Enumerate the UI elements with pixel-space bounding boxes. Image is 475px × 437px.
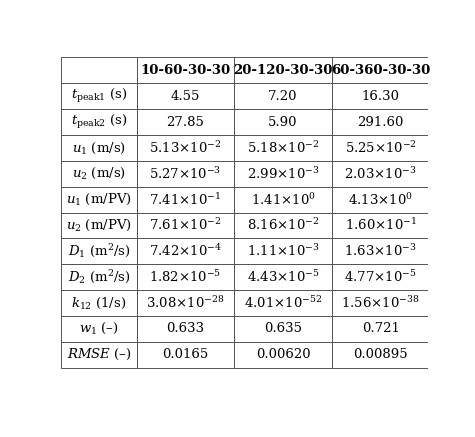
Bar	[61, 264, 137, 290]
Text: 2.99×10$^{-3}$: 2.99×10$^{-3}$	[247, 166, 319, 182]
Bar	[61, 161, 137, 187]
Bar	[234, 83, 332, 109]
Bar	[234, 161, 332, 187]
Bar	[234, 290, 332, 316]
Bar	[332, 212, 429, 239]
Text: $u_2$ (m/s): $u_2$ (m/s)	[72, 166, 126, 181]
Bar	[332, 264, 429, 290]
Text: $t_{\mathrm{peak1}}$ (s): $t_{\mathrm{peak1}}$ (s)	[71, 87, 127, 105]
Text: $u_1$ (m/s): $u_1$ (m/s)	[72, 140, 126, 156]
Bar	[61, 135, 137, 161]
Text: 5.27×10$^{-3}$: 5.27×10$^{-3}$	[149, 166, 221, 182]
Bar	[137, 212, 234, 239]
Text: 7.42×10$^{-4}$: 7.42×10$^{-4}$	[149, 243, 222, 259]
Text: 2.03×10$^{-3}$: 2.03×10$^{-3}$	[344, 166, 417, 182]
Bar	[137, 187, 234, 212]
Bar	[332, 135, 429, 161]
Bar	[137, 264, 234, 290]
Bar	[61, 187, 137, 212]
Bar	[61, 342, 137, 368]
Bar	[234, 264, 332, 290]
Text: $u_2$ (m/PV): $u_2$ (m/PV)	[66, 218, 132, 233]
Text: 1.11×10$^{-3}$: 1.11×10$^{-3}$	[247, 243, 319, 259]
Text: 60-360-30-30: 60-360-30-30	[331, 64, 430, 77]
Text: 1.82×10$^{-5}$: 1.82×10$^{-5}$	[150, 269, 221, 285]
Text: 0.635: 0.635	[264, 323, 302, 335]
Text: 3.08×10$^{-28}$: 3.08×10$^{-28}$	[146, 295, 225, 311]
Bar	[137, 161, 234, 187]
Bar	[332, 187, 429, 212]
Text: 7.20: 7.20	[268, 90, 298, 103]
Bar	[137, 135, 234, 161]
Text: 4.77×10$^{-5}$: 4.77×10$^{-5}$	[344, 269, 417, 285]
Bar	[332, 109, 429, 135]
Text: 5.13×10$^{-2}$: 5.13×10$^{-2}$	[149, 140, 222, 156]
Text: $k_{12}$ (1/s): $k_{12}$ (1/s)	[71, 295, 127, 311]
Text: 5.90: 5.90	[268, 116, 298, 128]
Bar	[61, 212, 137, 239]
Text: $w_1$ (–): $w_1$ (–)	[79, 321, 119, 336]
Text: 4.13×10$^{0}$: 4.13×10$^{0}$	[348, 192, 413, 208]
Text: 0.721: 0.721	[361, 323, 399, 335]
Text: 5.25×10$^{-2}$: 5.25×10$^{-2}$	[344, 140, 417, 156]
Text: $t_{\mathrm{peak2}}$ (s): $t_{\mathrm{peak2}}$ (s)	[71, 113, 127, 131]
Bar	[61, 83, 137, 109]
Text: 27.85: 27.85	[167, 116, 204, 128]
Bar	[234, 135, 332, 161]
Text: 7.61×10$^{-2}$: 7.61×10$^{-2}$	[149, 218, 222, 233]
Bar	[234, 212, 332, 239]
Bar	[332, 342, 429, 368]
Bar	[61, 239, 137, 264]
Text: $RMSE$ (–): $RMSE$ (–)	[66, 347, 131, 362]
Text: 1.63×10$^{-3}$: 1.63×10$^{-3}$	[344, 243, 417, 259]
Bar	[332, 290, 429, 316]
Bar	[234, 58, 332, 83]
Text: 1.60×10$^{-1}$: 1.60×10$^{-1}$	[344, 218, 417, 233]
Text: 5.18×10$^{-2}$: 5.18×10$^{-2}$	[247, 140, 319, 156]
Bar	[234, 109, 332, 135]
Text: 0.633: 0.633	[166, 323, 205, 335]
Text: 0.00620: 0.00620	[256, 348, 310, 361]
Text: $D_1$ (m$^2$/s): $D_1$ (m$^2$/s)	[67, 243, 130, 260]
Bar	[234, 239, 332, 264]
Bar	[234, 316, 332, 342]
Bar	[332, 161, 429, 187]
Text: $D_2$ (m$^2$/s): $D_2$ (m$^2$/s)	[67, 269, 130, 286]
Bar	[137, 316, 234, 342]
Text: 291.60: 291.60	[357, 116, 404, 128]
Text: 20-120-30-30: 20-120-30-30	[233, 64, 332, 77]
Bar	[137, 58, 234, 83]
Text: 7.41×10$^{-1}$: 7.41×10$^{-1}$	[150, 192, 221, 208]
Bar	[332, 83, 429, 109]
Bar	[234, 342, 332, 368]
Text: 0.00895: 0.00895	[353, 348, 408, 361]
Text: 4.43×10$^{-5}$: 4.43×10$^{-5}$	[247, 269, 319, 285]
Text: 1.41×10$^{0}$: 1.41×10$^{0}$	[251, 192, 315, 208]
Bar	[61, 290, 137, 316]
Text: 10-60-30-30: 10-60-30-30	[141, 64, 230, 77]
Bar	[332, 316, 429, 342]
Bar	[137, 83, 234, 109]
Text: 0.0165: 0.0165	[162, 348, 209, 361]
Bar	[61, 58, 137, 83]
Bar	[137, 109, 234, 135]
Bar	[332, 239, 429, 264]
Text: $u_1$ (m/PV): $u_1$ (m/PV)	[66, 192, 132, 207]
Text: 4.01×10$^{-52}$: 4.01×10$^{-52}$	[244, 295, 322, 311]
Text: 4.55: 4.55	[171, 90, 200, 103]
Bar	[234, 187, 332, 212]
Bar	[61, 316, 137, 342]
Bar	[137, 239, 234, 264]
Text: 8.16×10$^{-2}$: 8.16×10$^{-2}$	[247, 218, 319, 233]
Bar	[332, 58, 429, 83]
Bar	[61, 109, 137, 135]
Text: 1.56×10$^{-38}$: 1.56×10$^{-38}$	[342, 295, 420, 311]
Bar	[137, 290, 234, 316]
Bar	[137, 342, 234, 368]
Text: 16.30: 16.30	[361, 90, 399, 103]
